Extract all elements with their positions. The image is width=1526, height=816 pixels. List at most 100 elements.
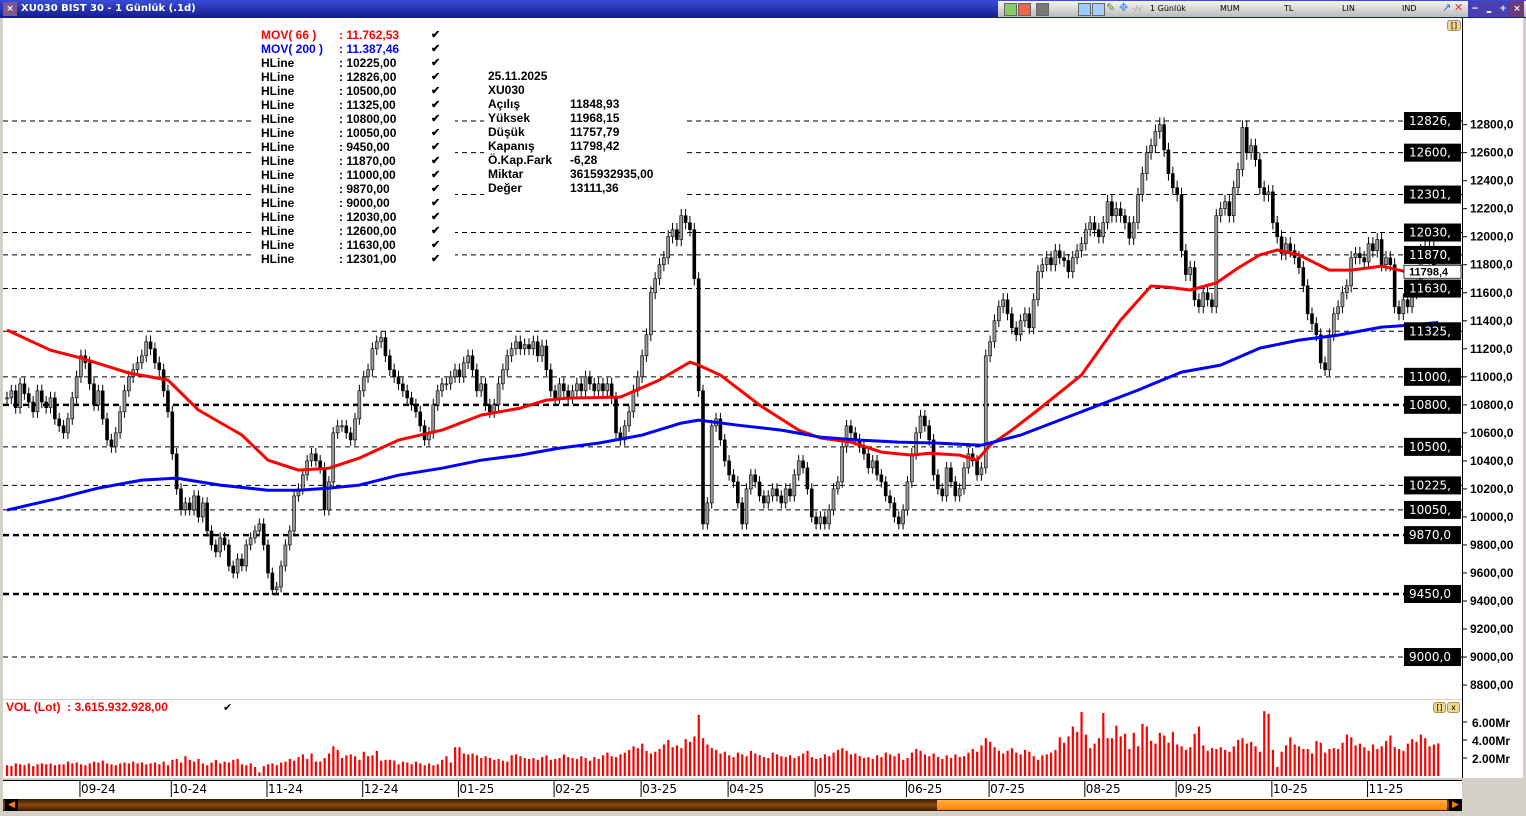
legend-hline[interactable]: HLine: 9870,00 ✔ — [255, 182, 455, 196]
legend-hline[interactable]: HLine: 11000,00 ✔ — [255, 168, 455, 182]
check-icon[interactable]: ✔ — [223, 701, 233, 714]
check-icon[interactable]: ✔ — [431, 225, 441, 237]
period-select[interactable]: 1 Günlük — [1150, 4, 1186, 13]
volume-bar — [567, 757, 570, 776]
arrow-icon[interactable]: ↗ — [1442, 1, 1452, 14]
check-icon[interactable]: ✔ — [431, 253, 441, 265]
candle-body — [1062, 257, 1066, 261]
candle — [805, 462, 810, 495]
volume-bar — [1106, 738, 1109, 776]
check-icon[interactable]: ✔ — [431, 99, 441, 111]
legend-hline[interactable]: HLine: 10800,00 ✔ — [255, 112, 455, 126]
check-icon[interactable]: ✔ — [431, 183, 441, 195]
scroll-left-icon[interactable]: ◀ — [5, 799, 18, 811]
candle-body — [140, 355, 144, 364]
candle — [1397, 300, 1401, 321]
candle — [1353, 246, 1358, 265]
close-icon[interactable]: × — [3, 2, 17, 16]
candle-body — [1392, 264, 1397, 308]
legend-name: HLine — [261, 56, 295, 70]
scrollbar-thumb[interactable] — [937, 800, 1447, 810]
legend-hline[interactable]: HLine: 11325,00 ✔ — [255, 98, 455, 112]
horizontal-scrollbar[interactable]: ◀ ▶ — [3, 799, 1462, 811]
maximize-button[interactable]: + — [1496, 1, 1510, 17]
legend-name: HLine — [261, 84, 295, 98]
candle — [822, 511, 827, 530]
volume-bar — [902, 759, 905, 776]
volume-bar — [1028, 751, 1031, 776]
legend-hline[interactable]: HLine: 12030,00 ✔ — [255, 210, 455, 224]
move-icon[interactable]: ✥ — [1119, 1, 1129, 14]
legend-hline[interactable]: HLine: 9450,00 ✔ — [255, 140, 455, 154]
chart-type-select[interactable]: MUM — [1220, 4, 1240, 13]
volume-bar — [1023, 749, 1027, 776]
volume-legend[interactable]: VOL (Lot) : 3.615.932.928,00 — [6, 700, 168, 714]
candle — [696, 272, 701, 397]
legend-hline[interactable]: HLine: 11630,00 ✔ — [255, 238, 455, 252]
volume-bar — [597, 758, 600, 776]
candle — [135, 356, 140, 377]
check-icon[interactable]: ✔ — [431, 169, 441, 181]
check-icon[interactable]: ✔ — [431, 197, 441, 209]
check-icon[interactable]: ✔ — [431, 57, 441, 69]
candle — [744, 483, 749, 530]
indicators-select[interactable]: IND — [1402, 4, 1417, 13]
close-button[interactable]: × — [1510, 1, 1524, 17]
chart-icon[interactable] — [1004, 3, 1017, 16]
pencil-icon[interactable]: ✎ — [1106, 1, 1116, 14]
check-icon[interactable]: ✔ — [431, 85, 441, 97]
candle-body — [22, 383, 27, 394]
candle — [718, 412, 723, 446]
check-icon[interactable]: ✔ — [431, 211, 441, 223]
candle — [1040, 258, 1045, 279]
check-icon[interactable]: ✔ — [431, 239, 441, 251]
grid-icon[interactable] — [1078, 3, 1091, 16]
volume-pane-close-button[interactable]: x — [1447, 702, 1460, 713]
scroll-right-icon[interactable]: ▶ — [1449, 799, 1462, 811]
volume-bar — [775, 754, 779, 776]
candle-body — [1027, 313, 1032, 329]
legend-hline[interactable]: HLine: 12826,00 ✔ — [255, 70, 455, 84]
legend-hline[interactable]: HLine: 11870,00 ✔ — [255, 154, 455, 168]
volume-pane-maximize-button[interactable]: [] — [1433, 702, 1446, 713]
volume-bar — [193, 761, 196, 776]
legend-mov66[interactable]: MOV( 66 ) : 11.762,53 ✔ — [255, 28, 455, 42]
currency-select[interactable]: TL — [1284, 4, 1294, 13]
candle — [735, 476, 740, 509]
legend-hline[interactable]: HLine: 10500,00 ✔ — [255, 84, 455, 98]
scale-select[interactable]: LIN — [1342, 4, 1355, 13]
legend-hline[interactable]: HLine: 10225,00 ✔ — [255, 56, 455, 70]
candle-body — [836, 481, 840, 490]
check-icon[interactable]: ✔ — [431, 141, 441, 153]
indicator-icon[interactable] — [1018, 3, 1031, 16]
volume-bar — [1284, 745, 1288, 776]
compare-icon[interactable] — [1092, 3, 1105, 16]
volume-bar — [1424, 738, 1427, 776]
check-icon[interactable]: ✔ — [431, 71, 441, 83]
candle — [1371, 237, 1375, 258]
candle-body — [1084, 229, 1088, 245]
volume-bar — [1128, 749, 1131, 776]
legend-mov200[interactable]: MOV( 200 ) : 11.387,46 ✔ — [255, 42, 455, 56]
price-axis[interactable] — [1462, 18, 1523, 778]
check-icon[interactable]: ✔ — [431, 155, 441, 167]
legend-hline[interactable]: HLine: 9000,00 ✔ — [255, 196, 455, 210]
minimize-button[interactable]: − — [1468, 1, 1482, 17]
check-icon[interactable]: ✔ — [431, 43, 441, 55]
pane-maximize-button[interactable]: [] — [1447, 20, 1461, 31]
check-icon[interactable]: ✔ — [431, 113, 441, 125]
restore-button[interactable]: ‗ — [1482, 1, 1496, 17]
candle-body — [227, 544, 231, 567]
legend-hline[interactable]: HLine: 12301,00 ✔ — [255, 252, 455, 266]
hline-label-box — [1404, 395, 1461, 414]
volume-bar — [1145, 726, 1148, 776]
volume-bar — [880, 757, 883, 776]
price-chart-pane[interactable] — [3, 18, 1462, 699]
check-icon[interactable]: ✔ — [431, 29, 441, 41]
legend-hline[interactable]: HLine: 12600,00 ✔ — [255, 224, 455, 238]
check-icon[interactable]: ✔ — [431, 127, 441, 139]
wave-icon[interactable]: -/√ — [1132, 4, 1143, 13]
legend-value: : 11325,00 — [339, 98, 396, 112]
legend-hline[interactable]: HLine: 10050,00 ✔ — [255, 126, 455, 140]
tools-icon[interactable]: ✕ — [1454, 1, 1464, 14]
